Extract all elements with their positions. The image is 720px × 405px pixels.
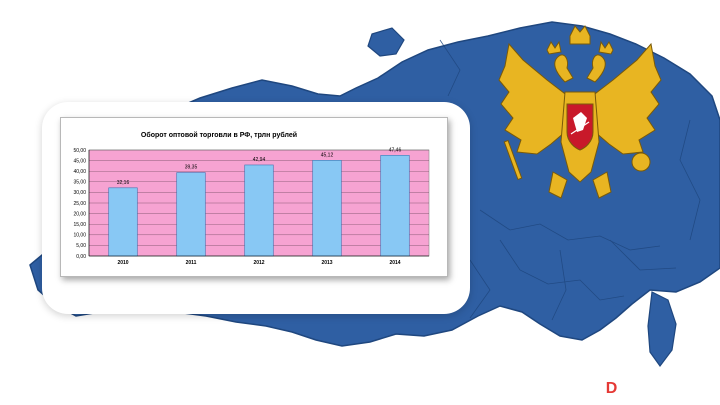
- y-tick-label: 50,00: [73, 148, 86, 154]
- data-label: 45,12: [321, 152, 334, 158]
- bar: [380, 155, 410, 257]
- y-tick-label: 0,00: [76, 254, 86, 260]
- bar: [108, 187, 138, 257]
- y-tick-label: 5,00: [76, 243, 86, 249]
- y-tick-label: 40,00: [73, 169, 86, 175]
- x-tick-label: 2011: [186, 260, 197, 266]
- crowns: [546, 25, 614, 55]
- x-tick-label: 2012: [253, 260, 264, 266]
- videouroki-logo: VIDEOUROKI.net: [589, 380, 708, 397]
- shield: [566, 103, 594, 151]
- y-axis-ticks: 0,00 5,00 10,00 15,00 20,00 25,00 30,00 35,00 40…: [73, 148, 86, 260]
- data-label: 32,16: [117, 180, 130, 186]
- x-tick-label: 2010: [117, 260, 128, 266]
- eagle-left-wing: [498, 42, 574, 155]
- coat-of-arms-icon: [498, 25, 662, 199]
- map-region-borders: [439, 39, 701, 321]
- y-tick-label: 25,00: [73, 201, 86, 207]
- data-label: 39,35: [185, 165, 198, 171]
- data-labels: 32,16 39,35 42,94 45,12 47,46: [117, 147, 402, 185]
- eagle-heads: [554, 54, 606, 83]
- map-northern-island: [367, 27, 405, 57]
- y-tick-label: 10,00: [73, 233, 86, 239]
- bars: [108, 155, 410, 257]
- bar: [244, 164, 274, 257]
- x-axis-ticks: 2010 2011 2012 2013 2014: [117, 260, 400, 266]
- y-tick-label: 35,00: [73, 180, 86, 186]
- y-tick-label: 20,00: [73, 211, 86, 217]
- chart-frame: Оборот оптовой торговли в РФ, трлн рубле…: [60, 117, 448, 277]
- bar: [176, 172, 206, 257]
- bar: [312, 160, 342, 257]
- x-tick-label: 2013: [321, 260, 332, 266]
- map-far-east-peninsula: [647, 291, 677, 368]
- y-tick-label: 45,00: [73, 158, 86, 164]
- data-label: 47,46: [389, 147, 402, 153]
- scepter-and-orb: [503, 139, 651, 181]
- chart-title: Оборот оптовой торговли в РФ, трлн рубле…: [141, 131, 297, 139]
- eagle-right-wing: [586, 42, 662, 155]
- y-tick-label: 30,00: [73, 190, 86, 196]
- y-tick-label: 15,00: [73, 222, 86, 228]
- bar-chart: Оборот оптовой торговли в РФ, трлн рубле…: [73, 131, 430, 266]
- x-tick-label: 2014: [389, 260, 400, 266]
- data-label: 42,94: [253, 157, 266, 163]
